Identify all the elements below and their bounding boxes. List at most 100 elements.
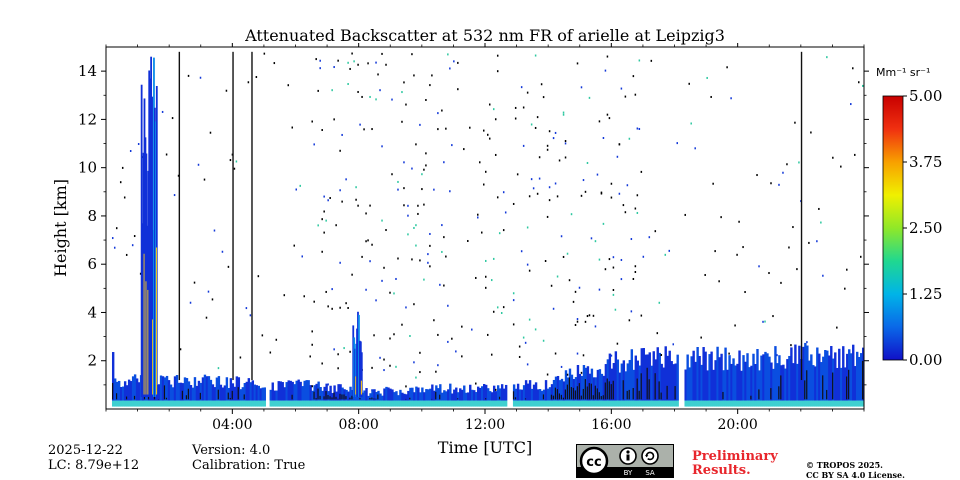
heatmap-cell bbox=[381, 395, 384, 401]
heatmap-cell bbox=[193, 400, 197, 407]
heatmap-cell bbox=[768, 356, 771, 401]
heatmap-cell bbox=[524, 341, 527, 344]
heatmap-cell bbox=[674, 400, 677, 407]
heatmap-cell bbox=[367, 62, 369, 65]
heatmap-cell bbox=[457, 398, 459, 400]
heatmap-cell bbox=[646, 367, 648, 400]
heatmap-cell bbox=[610, 196, 613, 199]
heatmap-cell bbox=[275, 390, 278, 401]
heatmap-cell bbox=[255, 76, 258, 79]
heatmap-cell bbox=[287, 380, 290, 401]
heatmap-cell bbox=[712, 369, 715, 401]
heatmap-cell bbox=[397, 257, 399, 260]
heatmap-cell bbox=[786, 163, 788, 166]
heatmap-cell bbox=[323, 396, 325, 400]
heatmap-cell bbox=[169, 384, 173, 401]
heatmap-cell bbox=[852, 67, 854, 70]
heatmap-cell bbox=[123, 400, 127, 407]
heatmap-cell bbox=[560, 365, 563, 368]
cc-badge-main: cc bbox=[586, 455, 601, 470]
heatmap-cell bbox=[572, 379, 576, 401]
heatmap-cell bbox=[375, 400, 378, 407]
heatmap-cell bbox=[548, 130, 551, 133]
heatmap-cell bbox=[429, 84, 431, 87]
heatmap-cell bbox=[415, 224, 417, 227]
heatmap-cell bbox=[512, 292, 515, 295]
heatmap-cell bbox=[393, 400, 396, 407]
heatmap-cell bbox=[844, 400, 847, 407]
heatmap-cell bbox=[211, 384, 215, 401]
heatmap-cell bbox=[494, 388, 497, 391]
heatmap-cell bbox=[185, 400, 189, 407]
heatmap-cell bbox=[728, 355, 731, 401]
heatmap-cell bbox=[500, 400, 504, 407]
heatmap-cell bbox=[247, 378, 251, 401]
heatmap-cell bbox=[560, 394, 562, 400]
heatmap-cell bbox=[848, 369, 850, 400]
heatmap-cell bbox=[536, 389, 540, 401]
heatmap-cell bbox=[423, 278, 425, 281]
heatmap-cell bbox=[746, 400, 749, 407]
heatmap-cell bbox=[337, 384, 340, 401]
heatmap-cell bbox=[261, 387, 264, 401]
heatmap-cell bbox=[790, 347, 793, 401]
heatmap-cell bbox=[616, 359, 620, 401]
heatmap-cell bbox=[660, 392, 662, 400]
y-tick-label: 4 bbox=[87, 303, 97, 321]
heatmap-cell bbox=[431, 74, 433, 77]
heatmap-cell bbox=[636, 194, 639, 197]
heatmap-cell bbox=[620, 258, 623, 261]
heatmap-cell bbox=[381, 279, 383, 282]
heatmap-cell bbox=[405, 400, 408, 407]
heatmap-cell bbox=[443, 400, 446, 407]
heatmap-cell bbox=[708, 400, 711, 407]
heatmap-cell bbox=[389, 291, 391, 294]
heatmap-cell bbox=[822, 356, 825, 401]
heatmap-cell bbox=[411, 387, 414, 401]
heatmap-cell bbox=[375, 392, 378, 401]
heatmap-cell bbox=[213, 387, 217, 401]
heatmap-cell bbox=[341, 400, 344, 407]
cc-badge-sa: SA bbox=[645, 469, 655, 477]
heatmap-cell bbox=[548, 387, 552, 401]
heatmap-cell bbox=[237, 400, 241, 407]
heatmap-cell bbox=[688, 400, 691, 407]
heatmap-cell bbox=[640, 400, 643, 407]
heatmap-cell bbox=[684, 369, 687, 401]
heatmap-cell bbox=[327, 395, 329, 400]
heatmap-cell bbox=[115, 400, 119, 407]
heatmap-cell bbox=[750, 400, 753, 407]
heatmap-cell bbox=[327, 199, 329, 202]
heatmap-cell bbox=[229, 378, 233, 401]
heatmap-cell bbox=[231, 400, 235, 407]
heatmap-cell bbox=[429, 232, 431, 235]
heatmap-cell bbox=[706, 400, 709, 407]
heatmap-cell bbox=[534, 54, 537, 57]
heatmap-cell bbox=[349, 67, 351, 70]
heatmap-cell bbox=[381, 52, 383, 55]
heatmap-cell bbox=[427, 400, 430, 407]
heatmap-cell bbox=[127, 379, 131, 401]
heatmap-cell bbox=[576, 318, 579, 321]
heatmap-cell bbox=[317, 388, 319, 400]
preliminary-line-1: Preliminary bbox=[692, 449, 778, 464]
heatmap-cell bbox=[702, 400, 705, 407]
footer-date: 2025-12-22 bbox=[48, 443, 123, 458]
heatmap-cell bbox=[862, 360, 864, 400]
heatmap-cell bbox=[672, 400, 675, 407]
heatmap-cell bbox=[540, 400, 544, 407]
heatmap-cell bbox=[594, 385, 596, 400]
heatmap-cell bbox=[407, 390, 410, 401]
heatmap-cell bbox=[407, 400, 410, 407]
heatmap-cell bbox=[516, 383, 520, 401]
heatmap-cell bbox=[528, 400, 532, 407]
heatmap-cell bbox=[146, 225, 149, 397]
heatmap-cell bbox=[526, 91, 529, 94]
heatmap-cell bbox=[714, 250, 716, 253]
heatmap-cell bbox=[578, 286, 581, 289]
heatmap-cell bbox=[481, 400, 484, 407]
heatmap-cell bbox=[784, 400, 787, 407]
heatmap-cell bbox=[127, 400, 131, 407]
heatmap-cell bbox=[125, 400, 129, 407]
heatmap-cell bbox=[441, 224, 443, 227]
